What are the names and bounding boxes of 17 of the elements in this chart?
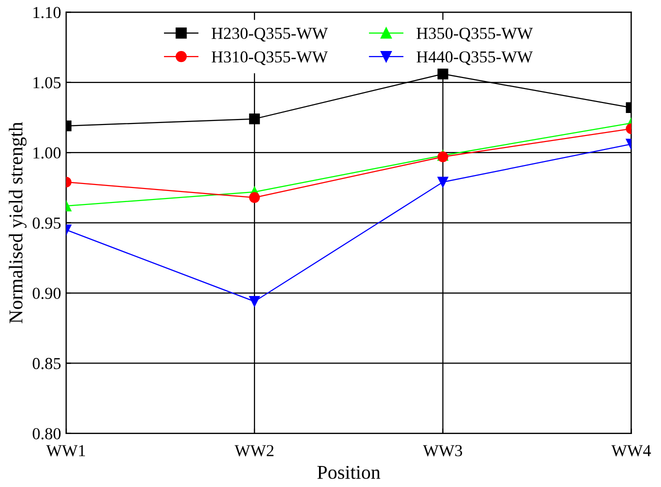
- y-tick-label: 0.90: [32, 288, 61, 300]
- legend-label: H230-Q355-WW: [212, 28, 328, 42]
- x-tick-label: WW1: [46, 445, 85, 456]
- y-tick-label: 0.80: [32, 428, 61, 440]
- y-axis-title: Normalised yield strength: [8, 122, 27, 324]
- legend-label: H440-Q355-WW: [416, 51, 533, 66]
- x-axis-title: Position: [317, 466, 380, 479]
- x-tick-label: WW2: [234, 445, 274, 456]
- y-tick-label: 1.05: [34, 77, 61, 88]
- y-tick-label: 1.00: [34, 147, 61, 159]
- x-tick-label: WW4: [611, 445, 651, 456]
- y-tick-label: 0.95: [32, 218, 61, 229]
- legend-label: H350-Q355-WW: [416, 28, 533, 42]
- legend-label: H310-Q355-WW: [212, 51, 328, 66]
- y-tick-label: 0.85: [32, 358, 61, 370]
- y-tick-label: 1.10: [34, 6, 61, 18]
- x-tick-label: WW3: [422, 445, 462, 456]
